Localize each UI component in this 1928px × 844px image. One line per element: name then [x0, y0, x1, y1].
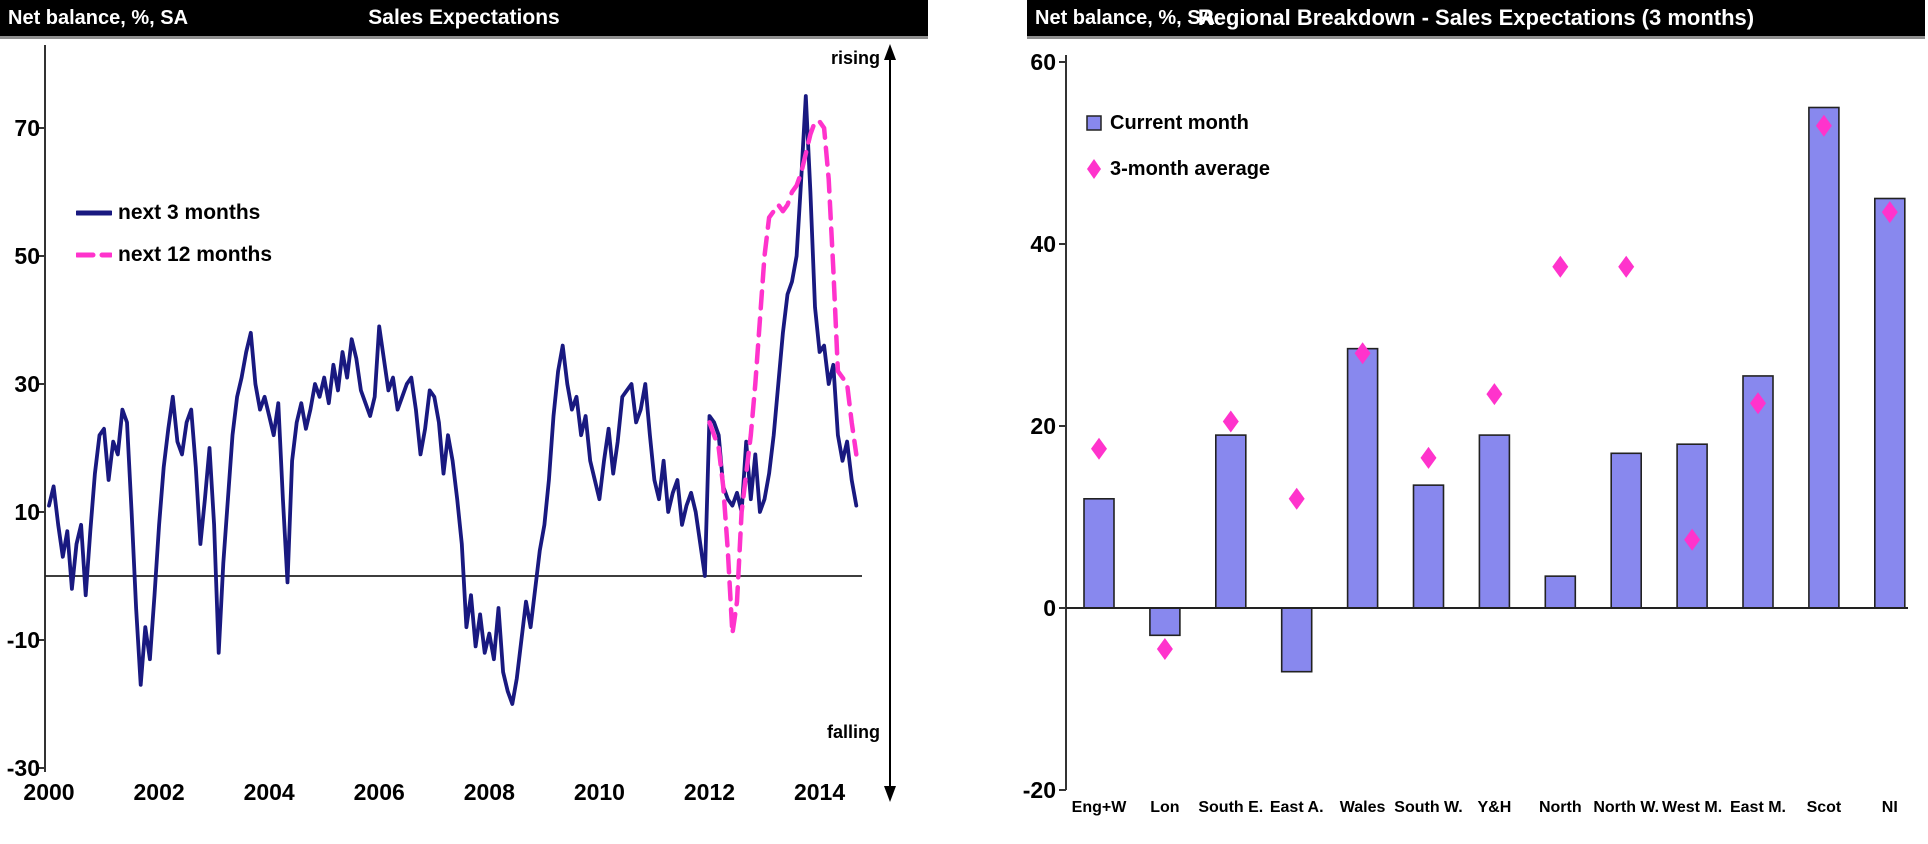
- legend-item-current-month: Current month: [1086, 110, 1270, 136]
- legend-label: next 3 months: [118, 201, 261, 224]
- svg-text:South W.: South W.: [1394, 799, 1462, 816]
- svg-text:70: 70: [14, 115, 40, 141]
- svg-text:2014: 2014: [794, 779, 845, 805]
- legend-label: 3-month average: [1110, 157, 1271, 180]
- bar-swatch-sample: [1086, 115, 1102, 131]
- legend-label: next 12 months: [118, 243, 273, 266]
- svg-text:2000: 2000: [23, 779, 74, 805]
- svg-text:Scot: Scot: [1807, 799, 1842, 816]
- svg-text:North W.: North W.: [1593, 799, 1659, 816]
- svg-text:2002: 2002: [133, 779, 184, 805]
- right-chart-title: Regional Breakdown - Sales Expectations …: [1197, 5, 1755, 30]
- svg-text:East A.: East A.: [1270, 799, 1324, 816]
- falling-annotation: falling: [827, 722, 880, 742]
- svg-text:2008: 2008: [464, 779, 515, 805]
- svg-text:Eng+W: Eng+W: [1072, 799, 1128, 816]
- svg-text:-20: -20: [1023, 777, 1056, 803]
- left-axis-unit-label: Net balance, %, SA: [8, 7, 189, 29]
- svg-text:20: 20: [1030, 413, 1056, 439]
- svg-text:-30: -30: [7, 755, 40, 781]
- svg-text:Wales: Wales: [1340, 799, 1386, 816]
- svg-text:East M.: East M.: [1730, 799, 1786, 816]
- legend-item-next-12-months: next 12 months: [76, 242, 272, 268]
- right-chart-title-bar: Net balance, %, SA Regional Breakdown - …: [1027, 0, 1925, 39]
- legend-item-next-3-months: next 3 months: [76, 200, 272, 226]
- right-chart-legend: Current month 3-month average: [1086, 110, 1270, 182]
- svg-text:50: 50: [14, 243, 40, 269]
- svg-text:Lon: Lon: [1150, 799, 1179, 816]
- svg-text:-10: -10: [7, 627, 40, 653]
- dashed-line-sample: [76, 250, 112, 260]
- left-chart-legend: next 3 months next 12 months: [76, 200, 272, 268]
- svg-text:West M.: West M.: [1662, 799, 1722, 816]
- svg-text:South E.: South E.: [1198, 799, 1263, 816]
- diamond-marker-sample: [1086, 158, 1102, 180]
- legend-item-3-month-average: 3-month average: [1086, 156, 1270, 182]
- svg-text:0: 0: [1043, 595, 1056, 621]
- left-chart-title: Sales Expectations: [368, 6, 560, 29]
- svg-text:2006: 2006: [354, 779, 405, 805]
- svg-text:North: North: [1539, 799, 1582, 816]
- legend-label: Current month: [1110, 111, 1249, 134]
- svg-text:2004: 2004: [244, 779, 295, 805]
- svg-text:10: 10: [14, 499, 40, 525]
- svg-text:60: 60: [1030, 49, 1056, 75]
- svg-text:40: 40: [1030, 231, 1056, 257]
- svg-text:30: 30: [14, 371, 40, 397]
- svg-text:2012: 2012: [684, 779, 735, 805]
- left-chart-title-bar: Net balance, %, SA Sales Expectations: [0, 0, 928, 39]
- svg-text:NI: NI: [1882, 799, 1898, 816]
- right-axis-unit-label: Net balance, %, SA: [1035, 7, 1216, 29]
- solid-line-sample: [76, 208, 112, 218]
- svg-text:Y&H: Y&H: [1478, 799, 1512, 816]
- rising-annotation: rising: [830, 48, 880, 68]
- svg-text:2010: 2010: [574, 779, 625, 805]
